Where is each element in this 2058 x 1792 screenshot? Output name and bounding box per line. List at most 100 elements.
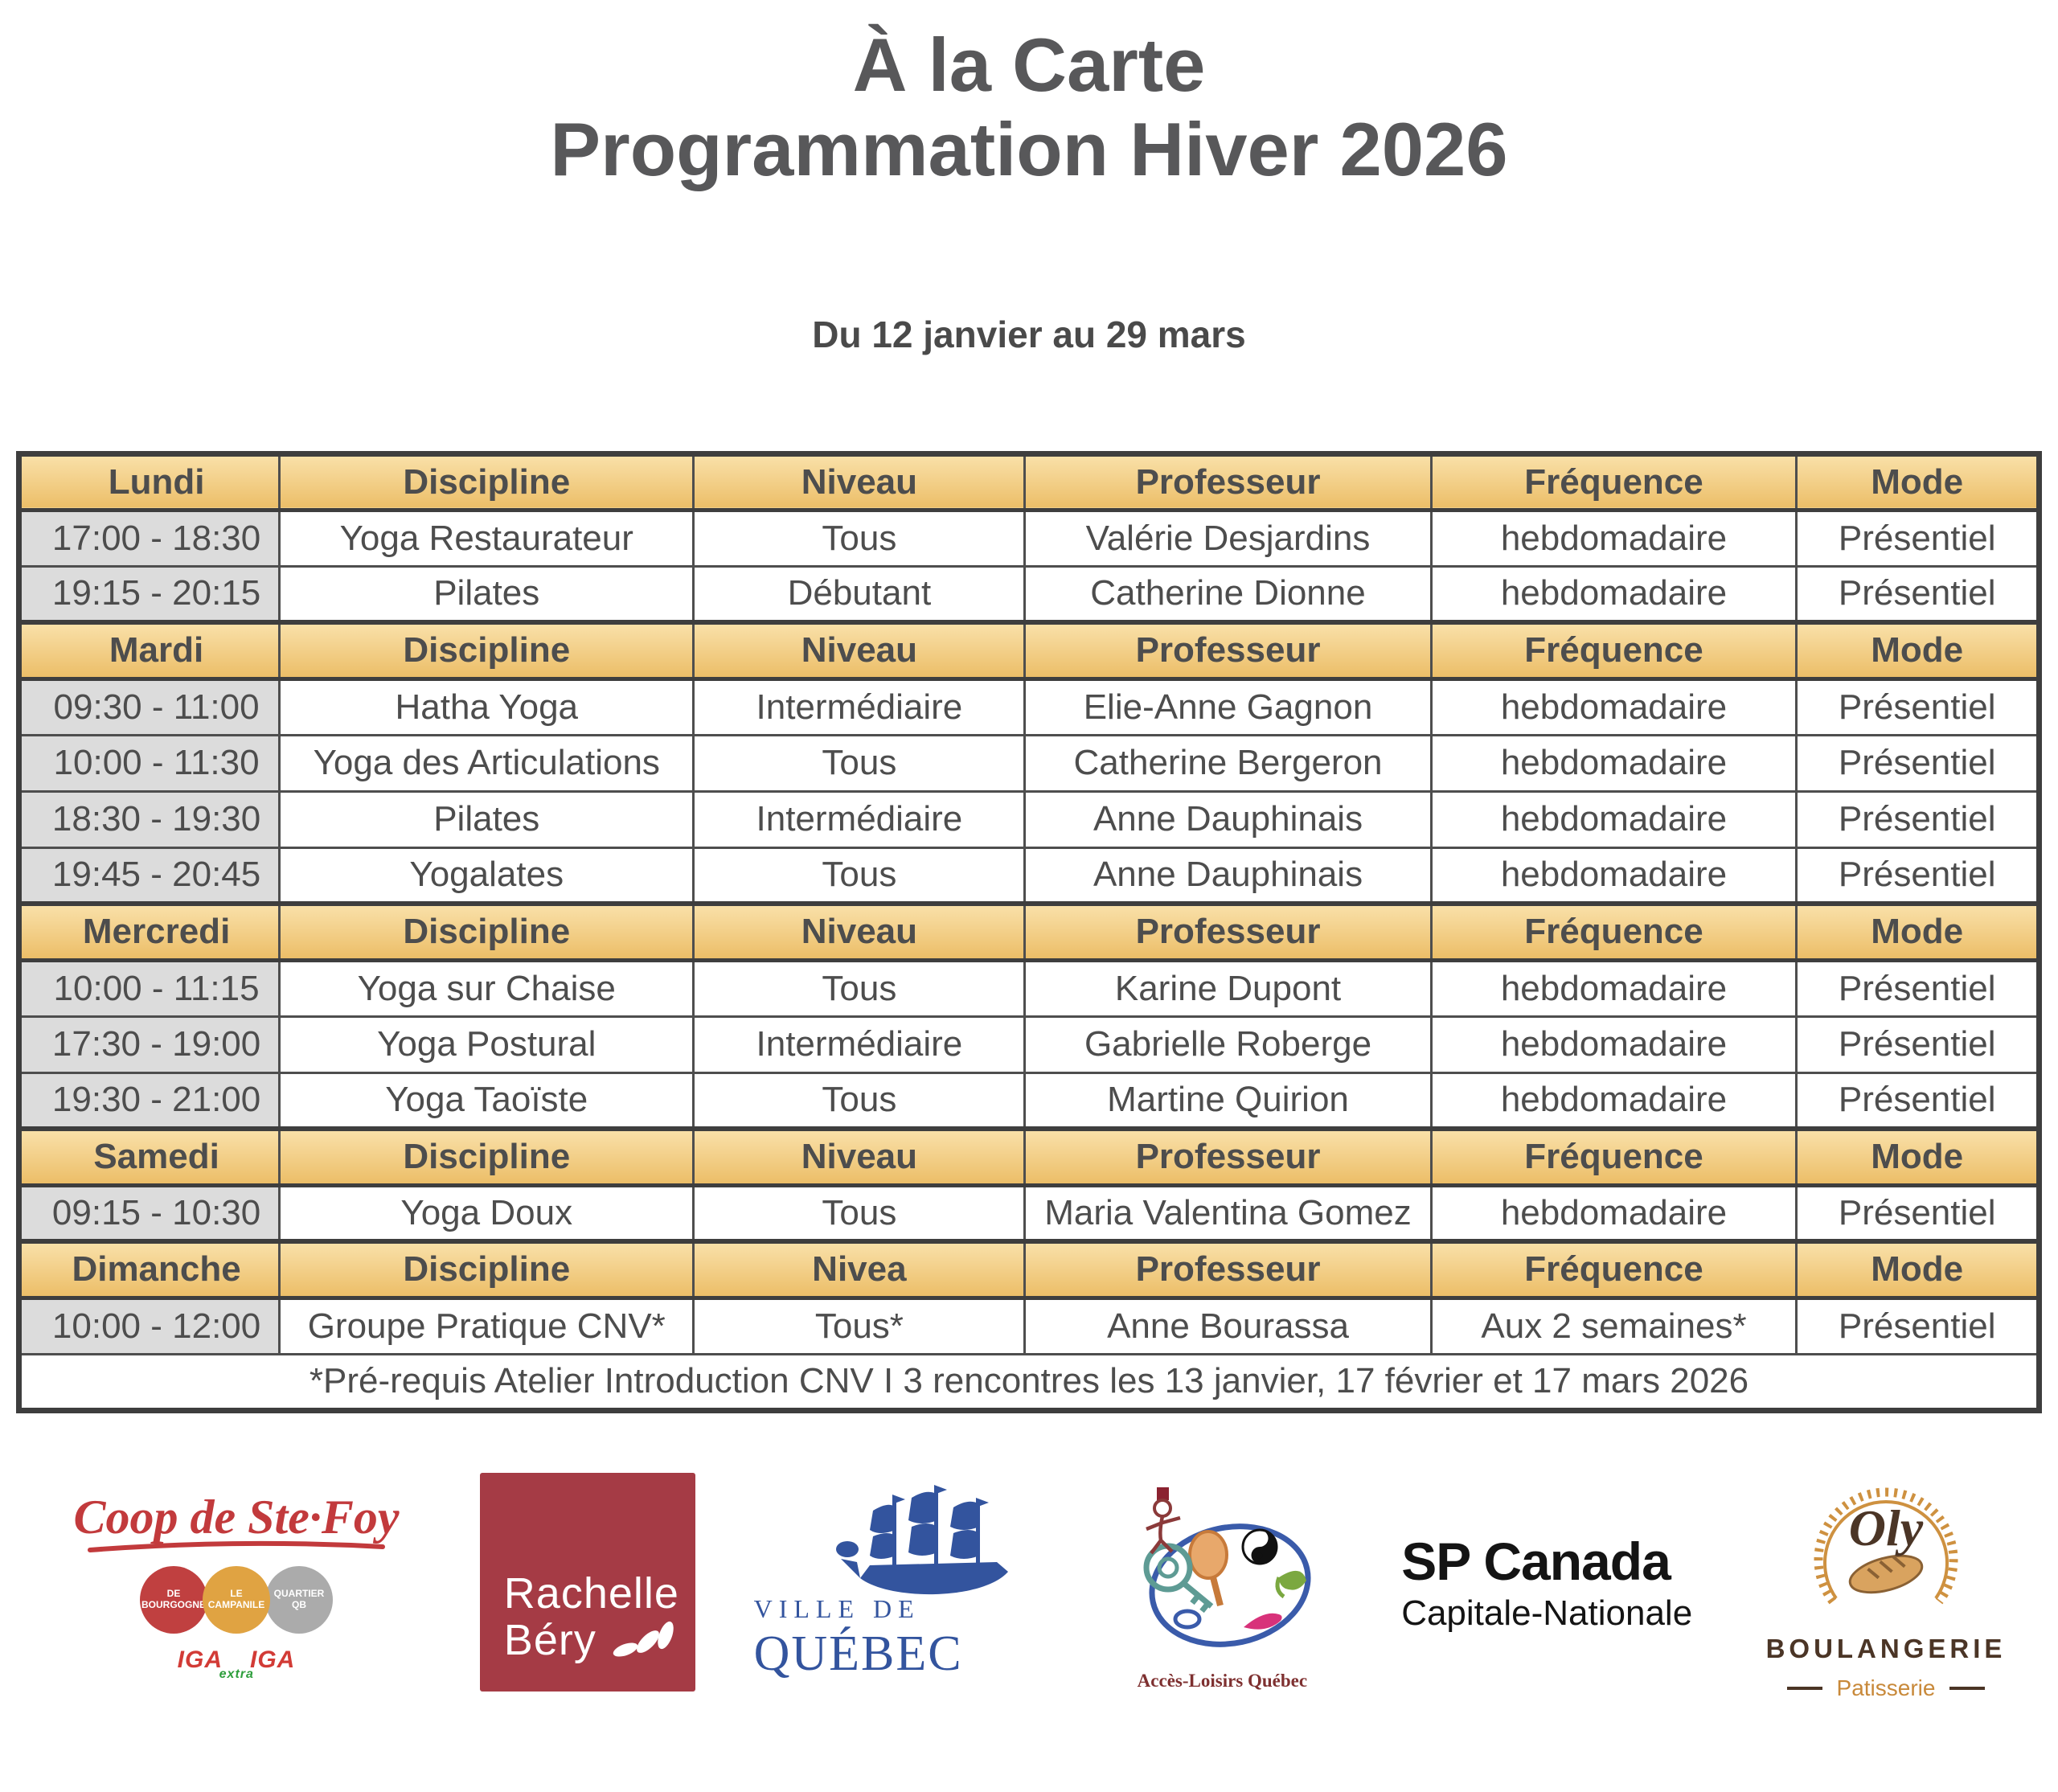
professeur-cell: Martine Quirion <box>1023 1071 1433 1130</box>
column-header-cell: Niveau <box>692 901 1027 962</box>
rachelle-line2: Béry <box>503 1616 596 1665</box>
table-row: 19:15 - 20:15 Pilates Débutant Catherine… <box>17 564 2040 624</box>
day-header-row: Dimanche Discipline Nivea Professeur Fré… <box>17 1239 2040 1300</box>
table-row: 10:00 - 12:00 Groupe Pratique CNV* Tous*… <box>17 1296 2040 1355</box>
time-cell: 18:30 - 19:30 <box>17 789 281 849</box>
table-row: 18:30 - 19:30 Pilates Intermédiaire Anne… <box>17 789 2040 849</box>
professeur-cell: Anne Bourassa <box>1023 1296 1433 1355</box>
boulangerie-label: BOULANGERIE <box>1765 1633 2007 1663</box>
column-header-cell: Niveau <box>692 620 1027 681</box>
discipline-cell: Yoga Restaurateur <box>278 508 695 568</box>
day-header-row: Mardi Discipline Niveau Professeur Fréqu… <box>17 620 2040 681</box>
column-header-cell: Fréquence <box>1429 451 1798 512</box>
professeur-cell: Valérie Desjardins <box>1023 508 1433 568</box>
frequence-cell: hebdomadaire <box>1429 508 1798 568</box>
footnote-row: *Pré-requis Atelier Introduction CNV I 3… <box>18 1352 2040 1412</box>
column-header-cell: Nivea <box>692 1239 1027 1300</box>
oly-wordmark: Oly <box>1848 1499 1924 1556</box>
time-cell: 10:00 - 11:15 <box>17 958 281 1018</box>
discipline-cell: Yoga des Articulations <box>278 733 695 793</box>
logo-acces-loisirs: Accès-Loisirs Québec <box>1101 1473 1343 1692</box>
coop-banner-circles: DE BOURGOGNE LE CAMPANILE QUARTIER QB <box>140 1566 333 1634</box>
column-header-cell: Mode <box>1795 620 2040 681</box>
mode-cell: Présentiel <box>1795 846 2040 905</box>
table-row: 10:00 - 11:30 Yoga des Articulations Tou… <box>17 733 2040 793</box>
logo-sp-canada: SP Canada Capitale-Nationale <box>1401 1531 1707 1634</box>
mode-cell: Présentiel <box>1795 958 2040 1018</box>
mode-cell: Présentiel <box>1795 789 2040 849</box>
table-row: 10:00 - 11:15 Yoga sur Chaise Tous Karin… <box>17 958 2040 1018</box>
time-cell: 19:45 - 20:45 <box>17 846 281 905</box>
niveau-cell: Tous <box>692 733 1027 793</box>
frequence-cell: hebdomadaire <box>1429 733 1798 793</box>
day-header-row: Samedi Discipline Niveau Professeur Fréq… <box>17 1126 2040 1187</box>
coop-circle-quartier-qb: QUARTIER QB <box>265 1566 333 1634</box>
mode-cell: Présentiel <box>1795 733 2040 793</box>
schedule-page: À la Carte Programmation Hiver 2026 Du 1… <box>16 23 2042 1700</box>
niveau-cell: Intermédiaire <box>692 1015 1027 1074</box>
acces-loisirs-label: Accès-Loisirs Québec <box>1137 1670 1308 1691</box>
niveau-cell: Tous <box>692 1183 1027 1243</box>
rachelle-line1: Rachelle <box>503 1569 679 1618</box>
column-header-cell: Professeur <box>1023 1239 1433 1300</box>
niveau-cell: Tous <box>692 846 1027 905</box>
discipline-cell: Groupe Pratique CNV* <box>278 1296 695 1355</box>
niveau-cell: Tous <box>692 958 1027 1018</box>
niveau-cell: Tous* <box>692 1296 1027 1355</box>
mode-cell: Présentiel <box>1795 1296 2040 1355</box>
sp-canada-wordmark: SP Canada <box>1401 1531 1671 1591</box>
column-header-cell: Mode <box>1795 451 2040 512</box>
time-cell: 09:15 - 10:30 <box>17 1183 281 1243</box>
frequence-cell: hebdomadaire <box>1429 564 1798 624</box>
time-cell: 09:30 - 11:00 <box>17 677 281 736</box>
logo-rachelle-bery: Rachelle Béry <box>479 1472 695 1692</box>
column-header-cell: Discipline <box>278 451 695 512</box>
oly-wreath-emblem: Oly <box>1806 1463 1966 1632</box>
sp-canada-region: Capitale-Nationale <box>1401 1593 1693 1633</box>
day-header-row: Lundi Discipline Niveau Professeur Fréqu… <box>17 451 2040 512</box>
professeur-cell: Anne Dauphinais <box>1023 789 1433 849</box>
niveau-cell: Tous <box>692 508 1027 568</box>
table-row: 19:45 - 20:45 Yogalates Tous Anne Dauphi… <box>17 846 2040 905</box>
niveau-cell: Intermédiaire <box>692 677 1027 736</box>
discipline-cell: Hatha Yoga <box>278 677 695 736</box>
table-row: 09:15 - 10:30 Yoga Doux Tous Maria Valen… <box>17 1183 2040 1243</box>
dash-left <box>1786 1686 1822 1690</box>
discipline-cell: Yoga Postural <box>278 1015 695 1074</box>
frequence-cell: hebdomadaire <box>1429 958 1798 1018</box>
discipline-cell: Yoga sur Chaise <box>278 958 695 1018</box>
day-header-cell: Mardi <box>17 620 281 681</box>
niveau-cell: Débutant <box>692 564 1027 624</box>
coop-circle-le-campanile: LE CAMPANILE <box>203 1566 270 1634</box>
frequence-cell: hebdomadaire <box>1429 789 1798 849</box>
frequence-cell: hebdomadaire <box>1429 1071 1798 1130</box>
column-header-cell: Professeur <box>1023 901 1433 962</box>
column-header-cell: Discipline <box>278 620 695 681</box>
iga-extra-label: extra <box>219 1667 254 1682</box>
discipline-cell: Yoga Doux <box>278 1183 695 1243</box>
schedule-table: Lundi Discipline Niveau Professeur Fréqu… <box>16 450 2042 1413</box>
column-header-cell: Mode <box>1795 1239 2040 1300</box>
day-header-row: Mercredi Discipline Niveau Professeur Fr… <box>17 901 2040 962</box>
discipline-cell: Yogalates <box>278 846 695 905</box>
niveau-cell: Intermédiaire <box>692 789 1027 849</box>
day-header-cell: Samedi <box>17 1126 281 1187</box>
ville-de-label: VILLE DE <box>753 1593 920 1623</box>
discipline-cell: Pilates <box>278 564 695 624</box>
mode-cell: Présentiel <box>1795 677 2040 736</box>
column-header-cell: Professeur <box>1023 1126 1433 1187</box>
oly-wreath-icon <box>1814 1487 1958 1604</box>
professeur-cell: Karine Dupont <box>1023 958 1433 1018</box>
dash-right <box>1949 1686 1986 1690</box>
quebec-label: QUÉBEC <box>753 1626 963 1681</box>
column-header-cell: Fréquence <box>1429 1239 1798 1300</box>
discipline-cell: Yoga Taoïste <box>278 1071 695 1130</box>
day-header-cell: Dimanche <box>17 1239 281 1300</box>
professeur-cell: Elie-Anne Gagnon <box>1023 677 1433 736</box>
mode-cell: Présentiel <box>1795 508 2040 568</box>
day-header-cell: Lundi <box>17 451 281 512</box>
column-header-cell: Discipline <box>278 1126 695 1187</box>
rachelle-leaf-icon <box>613 1621 674 1657</box>
frequence-cell: Aux 2 semaines* <box>1429 1296 1798 1355</box>
table-row: 17:00 - 18:30 Yoga Restaurateur Tous Val… <box>17 508 2040 568</box>
